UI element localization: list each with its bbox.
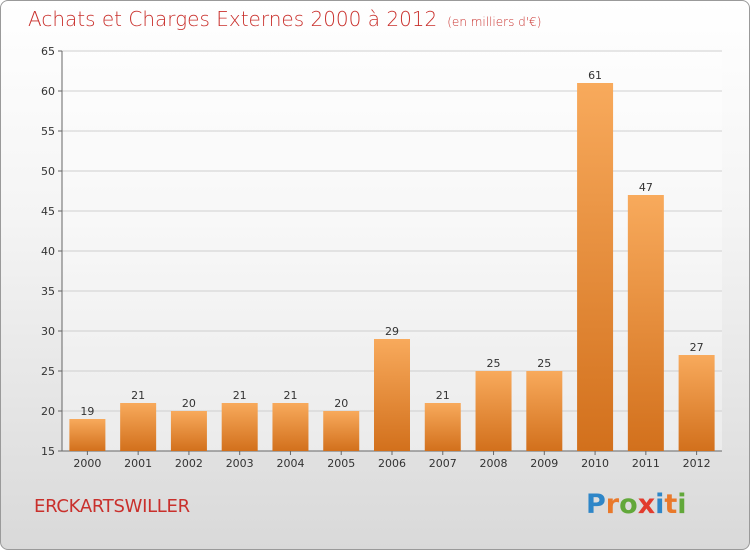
- bar: [526, 371, 563, 451]
- x-tick-label: 2010: [581, 457, 609, 470]
- x-tick-label: 2012: [683, 457, 711, 470]
- x-tick-label: 2008: [480, 457, 508, 470]
- x-tick-label: 2007: [429, 457, 457, 470]
- y-tick-label: 45: [41, 205, 55, 218]
- bar: [170, 411, 207, 451]
- proxiti-logo: Proxiti: [586, 489, 687, 520]
- y-tick-label: 35: [41, 285, 55, 298]
- y-tick-label: 65: [41, 45, 55, 58]
- y-tick-label: 20: [41, 405, 55, 418]
- x-tick-label: 2006: [378, 457, 406, 470]
- logo-letter: o: [619, 489, 638, 520]
- logo-letter: r: [605, 489, 620, 520]
- data-label: 21: [436, 389, 450, 402]
- y-tick-label: 50: [41, 165, 55, 178]
- logo-letter: t: [664, 489, 678, 520]
- data-label: 25: [487, 357, 501, 370]
- x-tick-label: 2009: [530, 457, 558, 470]
- bar: [374, 339, 410, 451]
- x-tick-label: 2002: [175, 457, 203, 470]
- x-tick-label: 2001: [124, 457, 152, 470]
- bar: [272, 403, 309, 451]
- x-tick-label: 2004: [276, 457, 304, 470]
- data-label: 21: [233, 389, 247, 402]
- data-label: 20: [334, 397, 348, 410]
- x-tick-label: 2003: [226, 457, 254, 470]
- chart-title-text: Achats et Charges Externes 2000 à 2012: [28, 7, 438, 31]
- bar: [424, 403, 461, 451]
- bars: [69, 83, 715, 451]
- logo-letter: P: [586, 489, 606, 520]
- data-label: 27: [690, 341, 704, 354]
- data-label: 25: [537, 357, 551, 370]
- bar: [577, 83, 614, 451]
- y-tick-label: 30: [41, 325, 55, 338]
- bar: [69, 419, 106, 451]
- bar: [221, 403, 258, 451]
- data-label: 21: [131, 389, 145, 402]
- commune-name: ERCKARTSWILLER: [34, 496, 190, 517]
- logo-letter: i: [655, 489, 665, 520]
- y-tick-label: 15: [41, 445, 55, 458]
- bar: [678, 355, 715, 451]
- bar: [120, 403, 157, 451]
- data-label: 20: [182, 397, 196, 410]
- bar: [627, 195, 664, 451]
- y-tick-label: 25: [41, 365, 55, 378]
- bar: [475, 371, 512, 451]
- x-tick-label: 2000: [73, 457, 101, 470]
- logo-letter: x: [637, 489, 656, 520]
- x-tick-label: 2005: [327, 457, 355, 470]
- y-tick-label: 40: [41, 245, 55, 258]
- data-label: 61: [588, 69, 602, 82]
- data-label: 19: [80, 405, 94, 418]
- labels: 15 20 25 30 35 40 45 50 55 60 65 19 2000 21 2001 20 2002…: [41, 45, 711, 470]
- y-tick-label: 60: [41, 85, 55, 98]
- data-label: 47: [639, 181, 653, 194]
- chart-title: Achats et Charges Externes 2000 à 2012 (e…: [28, 7, 541, 31]
- chart-unit: (en milliers d'€): [447, 15, 542, 29]
- x-tick-label: 2011: [632, 457, 660, 470]
- data-label: 29: [385, 325, 399, 338]
- logo-letter: i: [677, 489, 687, 520]
- y-tick-label: 55: [41, 125, 55, 138]
- bar: [323, 411, 360, 451]
- data-label: 21: [283, 389, 297, 402]
